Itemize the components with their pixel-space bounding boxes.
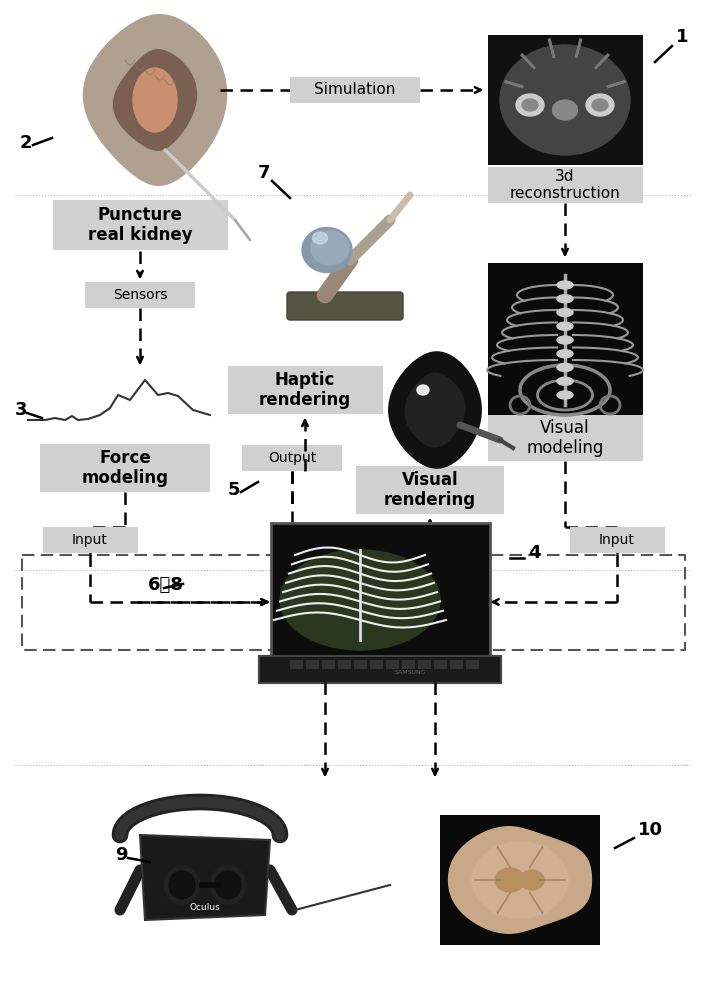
FancyBboxPatch shape [488, 262, 643, 418]
Polygon shape [405, 373, 464, 447]
FancyBboxPatch shape [305, 660, 318, 668]
Polygon shape [133, 68, 177, 132]
FancyBboxPatch shape [354, 660, 366, 668]
Text: SAMSUNG: SAMSUNG [395, 670, 426, 676]
Text: Puncture
real kidney: Puncture real kidney [88, 206, 192, 244]
Text: Force
modeling: Force modeling [81, 449, 168, 487]
Ellipse shape [417, 385, 429, 395]
Text: 6、8: 6、8 [148, 576, 184, 594]
Ellipse shape [557, 391, 573, 399]
Ellipse shape [557, 281, 573, 289]
Text: 10: 10 [638, 821, 663, 839]
Text: Input: Input [599, 533, 635, 547]
FancyBboxPatch shape [290, 77, 420, 103]
Ellipse shape [592, 99, 608, 111]
Ellipse shape [522, 99, 538, 111]
FancyBboxPatch shape [365, 545, 465, 571]
FancyBboxPatch shape [259, 656, 501, 683]
Text: 9: 9 [115, 846, 127, 864]
Ellipse shape [557, 308, 573, 316]
Polygon shape [520, 870, 544, 890]
FancyBboxPatch shape [42, 527, 137, 553]
FancyBboxPatch shape [322, 660, 334, 668]
FancyBboxPatch shape [385, 660, 399, 668]
Ellipse shape [557, 336, 573, 344]
FancyBboxPatch shape [488, 415, 643, 461]
FancyBboxPatch shape [85, 282, 195, 308]
Text: 1: 1 [676, 28, 689, 46]
Polygon shape [389, 352, 481, 468]
Text: 3d
reconstruction: 3d reconstruction [510, 169, 620, 201]
FancyBboxPatch shape [450, 660, 462, 668]
FancyBboxPatch shape [287, 292, 403, 320]
Ellipse shape [500, 45, 630, 155]
Ellipse shape [311, 231, 349, 265]
Text: 3: 3 [15, 401, 28, 419]
Text: 2: 2 [20, 134, 33, 152]
Ellipse shape [552, 100, 578, 120]
Text: Output: Output [268, 451, 316, 465]
Ellipse shape [302, 228, 352, 272]
FancyBboxPatch shape [488, 35, 643, 165]
Polygon shape [114, 50, 197, 150]
FancyBboxPatch shape [289, 660, 303, 668]
FancyBboxPatch shape [337, 660, 351, 668]
FancyBboxPatch shape [440, 815, 600, 945]
Ellipse shape [211, 866, 245, 904]
Polygon shape [449, 827, 591, 933]
FancyBboxPatch shape [242, 445, 342, 471]
Ellipse shape [586, 94, 614, 116]
FancyBboxPatch shape [465, 660, 479, 668]
Text: 4: 4 [528, 544, 540, 562]
FancyBboxPatch shape [433, 660, 447, 668]
Text: Sensors: Sensors [112, 288, 168, 302]
Ellipse shape [165, 866, 199, 904]
FancyBboxPatch shape [370, 660, 382, 668]
Polygon shape [140, 835, 270, 920]
Text: Output: Output [391, 551, 439, 565]
Ellipse shape [557, 295, 573, 303]
Text: Visual
modeling: Visual modeling [526, 419, 604, 457]
FancyBboxPatch shape [40, 444, 210, 492]
Ellipse shape [169, 871, 195, 899]
Ellipse shape [312, 232, 327, 244]
FancyBboxPatch shape [488, 167, 643, 203]
FancyBboxPatch shape [570, 527, 665, 553]
Ellipse shape [557, 350, 573, 358]
FancyBboxPatch shape [271, 523, 489, 657]
Ellipse shape [215, 871, 241, 899]
FancyBboxPatch shape [52, 200, 228, 250]
FancyBboxPatch shape [228, 366, 382, 414]
Ellipse shape [557, 322, 573, 330]
Text: Haptic
rendering: Haptic rendering [259, 371, 351, 409]
FancyBboxPatch shape [356, 466, 504, 514]
FancyBboxPatch shape [418, 660, 431, 668]
Text: Simulation: Simulation [315, 83, 396, 98]
Text: 5: 5 [228, 481, 240, 499]
Polygon shape [495, 868, 525, 892]
Ellipse shape [516, 94, 544, 116]
FancyBboxPatch shape [402, 660, 414, 668]
Text: Input: Input [72, 533, 108, 547]
Polygon shape [83, 15, 226, 185]
Ellipse shape [557, 377, 573, 385]
Polygon shape [472, 842, 568, 918]
Text: 7: 7 [258, 164, 271, 182]
Text: Oculus: Oculus [189, 904, 221, 912]
Text: Visual
rendering: Visual rendering [384, 471, 476, 509]
Ellipse shape [557, 363, 573, 371]
Ellipse shape [280, 550, 440, 650]
